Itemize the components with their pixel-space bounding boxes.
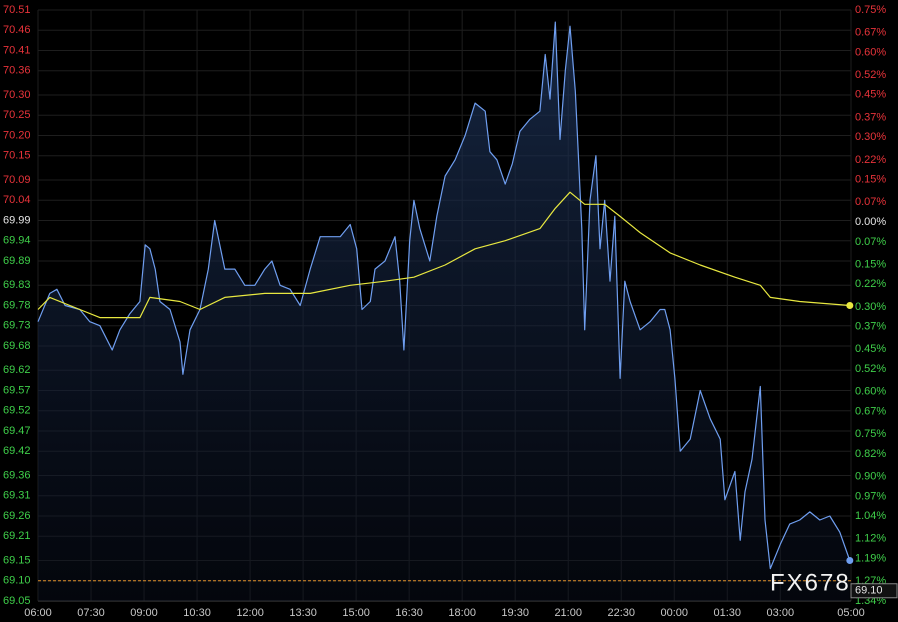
- y-tick-label: 69.36: [3, 469, 31, 481]
- line: [37, 191, 850, 319]
- y2-tick-label: 0.00%: [855, 216, 886, 228]
- x-tick-label: 10:30: [183, 607, 211, 619]
- y-tick-label: 70.09: [3, 174, 31, 186]
- y-tick-label: 69.68: [3, 340, 31, 352]
- y2-tick-label: 0.45%: [855, 343, 886, 355]
- last-point: [846, 557, 854, 565]
- x-tick-label: 15:00: [342, 607, 370, 619]
- y-tick-label: 69.42: [3, 445, 31, 457]
- y-tick-label: 69.47: [3, 425, 31, 437]
- y-tick-label: 69.26: [3, 510, 31, 522]
- y-tick-label: 70.51: [3, 4, 31, 16]
- x-tick-label: 07:30: [77, 607, 105, 619]
- watermark: FX678: [770, 569, 851, 596]
- y2-tick-label: 1.12%: [855, 533, 886, 545]
- y2-tick-label: 0.97%: [855, 490, 886, 502]
- y-tick-label: 70.30: [3, 89, 31, 101]
- y2-tick-label: 0.07%: [855, 236, 886, 248]
- x-tick-label: 18:00: [448, 607, 476, 619]
- line: [37, 21, 851, 570]
- x-tick-label: 16:30: [395, 607, 423, 619]
- y-tick-label: 69.89: [3, 255, 31, 267]
- y2-tick-label: 0.67%: [855, 405, 886, 417]
- x-tick-label: 19:30: [501, 607, 529, 619]
- y-tick-label: 69.99: [3, 214, 31, 226]
- y-tick-label: 70.41: [3, 44, 31, 56]
- x-tick-label: 13:30: [289, 607, 317, 619]
- y2-tick-label: 0.60%: [855, 386, 886, 398]
- x-tick-label: 03:00: [767, 607, 795, 619]
- y-tick-label: 70.20: [3, 129, 31, 141]
- y2-tick-label: 0.90%: [855, 470, 886, 482]
- y2-tick-label: 0.07%: [855, 196, 886, 208]
- y2-tick-label: 0.22%: [855, 278, 886, 290]
- y2-tick-label: 0.45%: [855, 89, 886, 101]
- y-tick-label: 69.05: [3, 595, 31, 607]
- last-point: [846, 302, 854, 309]
- y-tick-label: 69.78: [3, 299, 31, 311]
- y2-tick-label: 0.75%: [855, 428, 886, 440]
- y-tick-label: 69.57: [3, 384, 31, 396]
- y-tick-label: 70.04: [3, 194, 31, 206]
- x-tick-label: 01:30: [714, 607, 742, 619]
- y-tick-label: 70.25: [3, 109, 31, 121]
- y2-tick-label: 0.37%: [855, 111, 886, 123]
- y-tick-label: 69.62: [3, 364, 31, 376]
- y2-tick-label: 0.22%: [855, 154, 886, 166]
- y-tick-label: 70.46: [3, 24, 31, 36]
- y2-tick-label: 0.52%: [855, 69, 886, 81]
- y2-tick-label: 0.75%: [855, 4, 886, 16]
- y-tick-label: 69.15: [3, 554, 31, 566]
- y2-tick-label: 0.30%: [855, 301, 886, 313]
- y2-tick-label: 1.04%: [855, 510, 886, 522]
- y2-tick-label: 0.82%: [855, 448, 886, 460]
- x-tick-label: 22:30: [607, 607, 635, 619]
- x-tick-label: 21:00: [554, 607, 582, 619]
- y-tick-label: 69.83: [3, 279, 31, 291]
- y-tick-label: 69.94: [3, 235, 31, 247]
- y2-tick-label: 0.15%: [855, 258, 886, 270]
- x-tick-label: 12:00: [236, 607, 264, 619]
- y-tick-label: 70.15: [3, 150, 31, 162]
- y2-tick-label: 0.60%: [855, 46, 886, 58]
- price-label-box: [850, 583, 898, 599]
- y-tick-label: 69.31: [3, 490, 31, 502]
- y2-tick-label: 0.52%: [855, 363, 886, 375]
- x-tick-label: 06:00: [24, 607, 52, 619]
- y2-tick-label: 0.30%: [855, 131, 886, 143]
- x-tick-label: 09:00: [130, 607, 158, 619]
- y-tick-label: 69.10: [3, 575, 31, 587]
- price-label: 69.10: [855, 585, 883, 597]
- y2-tick-label: 0.37%: [855, 321, 886, 333]
- y-tick-label: 69.52: [3, 405, 31, 417]
- x-tick-label: 05:00: [837, 607, 865, 619]
- y2-tick-label: 0.67%: [855, 27, 886, 39]
- y2-tick-label: 0.15%: [855, 174, 886, 186]
- y-tick-label: 69.73: [3, 320, 31, 332]
- y-tick-label: 70.36: [3, 65, 31, 77]
- y2-tick-label: 1.19%: [855, 552, 886, 564]
- x-tick-label: 00:00: [660, 607, 688, 619]
- area: [38, 22, 850, 602]
- y-tick-label: 69.21: [3, 530, 31, 542]
